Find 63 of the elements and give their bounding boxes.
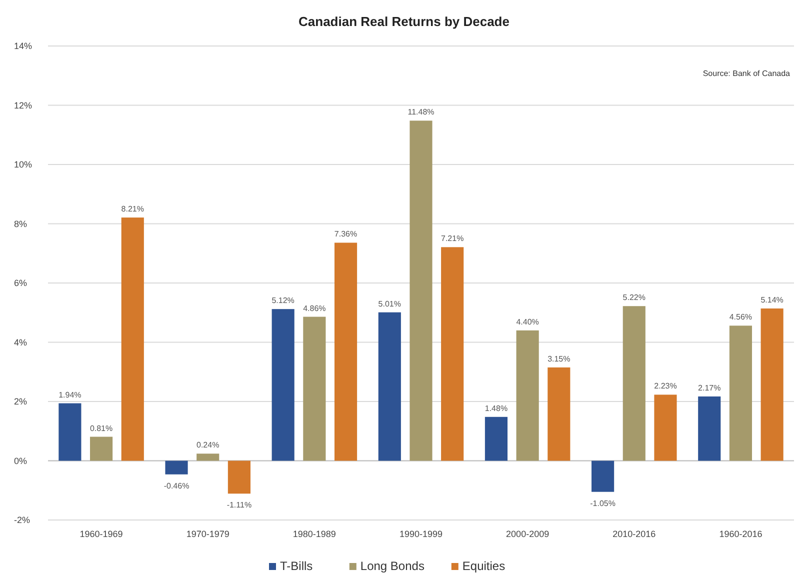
legend-label: Equities: [462, 559, 506, 573]
data-label: 5.22%: [622, 293, 646, 302]
data-label: -1.11%: [226, 500, 252, 510]
data-label: 4.86%: [303, 304, 326, 313]
x-tick-label: 2010-2016: [612, 529, 656, 539]
bar: [484, 416, 508, 461]
bar: [410, 120, 432, 461]
bar: [228, 460, 250, 494]
bar: [760, 308, 784, 461]
data-label: -0.46%: [164, 481, 190, 490]
data-label: 1.48%: [484, 404, 508, 413]
bar: [729, 326, 752, 461]
x-tick-label: 1980-1989: [292, 529, 336, 539]
legend-label: Long Bonds: [360, 559, 424, 573]
bar: [516, 330, 539, 461]
data-label: -1.05%: [590, 498, 616, 508]
x-tick-label: 2000-2009: [506, 529, 550, 539]
bar: [441, 247, 464, 461]
bar: [654, 394, 677, 461]
bar: [121, 218, 144, 461]
data-label: 2.17%: [698, 383, 721, 392]
bar: [90, 436, 113, 461]
bar: [592, 460, 614, 492]
data-label: 2.23%: [654, 382, 677, 391]
y-tick-label: 10%: [14, 160, 32, 170]
bar: [165, 460, 188, 474]
data-label: 5.12%: [272, 296, 294, 306]
data-label: 0.24%: [196, 440, 220, 450]
chart-title: Canadian Real Returns by Decade: [298, 14, 510, 29]
x-tick-label: 1960-1969: [80, 529, 123, 539]
bar: [378, 312, 401, 461]
bar: [58, 403, 82, 461]
data-label: 4.56%: [729, 312, 752, 322]
bar: [698, 396, 721, 461]
y-tick-label: 0%: [14, 456, 28, 466]
bar: [272, 309, 294, 461]
data-label: 3.15%: [548, 354, 570, 364]
x-tick-label: 1970-1979: [186, 529, 230, 539]
y-tick-label: -2%: [14, 515, 30, 525]
legend-label: T-Bills: [280, 559, 313, 573]
bar: [196, 454, 220, 461]
y-tick-label: 4%: [14, 337, 28, 348]
y-tick-label: 12%: [14, 100, 32, 110]
data-label: 1.94%: [58, 390, 82, 400]
y-tick-label: 8%: [14, 218, 28, 229]
annotation: Source: Bank of Canada: [702, 69, 791, 78]
data-label: 5.01%: [378, 299, 401, 308]
data-label: 8.21%: [121, 204, 144, 214]
bar: [622, 306, 646, 461]
y-tick-label: 2%: [14, 396, 28, 406]
bar: [303, 316, 326, 461]
x-tick-label: 1990-1999: [399, 529, 443, 539]
bar: [334, 242, 358, 461]
data-label: 5.14%: [760, 295, 784, 304]
data-label: 11.48%: [408, 108, 434, 117]
data-label: 7.36%: [334, 230, 358, 239]
y-tick-label: 6%: [14, 278, 28, 288]
bar: [548, 367, 570, 461]
data-label: 7.21%: [441, 234, 464, 244]
data-label: 4.40%: [516, 317, 539, 326]
data-label: 0.81%: [90, 424, 113, 433]
y-tick-label: 14%: [14, 41, 32, 51]
x-tick-label: 1960-2016: [719, 529, 762, 539]
